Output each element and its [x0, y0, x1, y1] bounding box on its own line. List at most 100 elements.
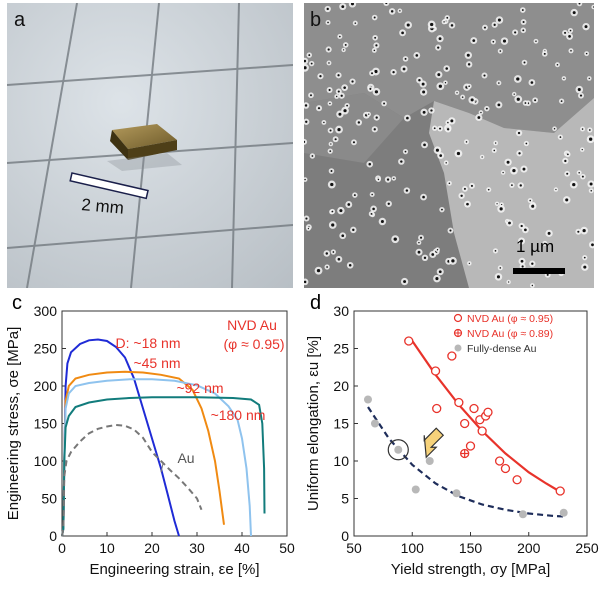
curve--92-nm — [61, 378, 252, 537]
void-core — [556, 64, 559, 66]
void-core — [579, 94, 583, 97]
x-tick-label: 100 — [401, 540, 425, 556]
void-core — [592, 6, 594, 8]
void-core — [304, 59, 307, 63]
void-core — [353, 194, 356, 197]
void-core — [417, 250, 421, 254]
void-core — [393, 237, 397, 241]
void-core — [563, 77, 565, 79]
void-core — [402, 67, 406, 71]
void-core — [369, 87, 372, 90]
void-core — [572, 182, 576, 187]
void-core — [494, 249, 497, 252]
void-core — [308, 54, 311, 56]
void-core — [512, 169, 516, 173]
void-core — [448, 182, 451, 185]
y-tick-label: 250 — [34, 341, 58, 357]
y-tick-label: 300 — [34, 303, 58, 319]
void-core — [534, 99, 537, 102]
void-core — [521, 9, 524, 12]
void-core — [422, 90, 426, 94]
legend-marker — [454, 344, 462, 352]
void-halo — [576, 3, 583, 7]
void-core — [591, 243, 594, 247]
point-fully-dense — [559, 508, 568, 517]
void-core — [480, 111, 482, 114]
void-core — [344, 43, 347, 46]
series-label: D: ~18 nm — [116, 335, 181, 351]
void-core — [375, 44, 378, 47]
void-core — [374, 36, 377, 39]
gold-sample-chip — [107, 124, 182, 171]
void-core — [368, 162, 371, 166]
void-core — [572, 11, 576, 15]
void-core — [544, 242, 546, 245]
void-core — [421, 82, 425, 86]
void-core — [406, 23, 410, 27]
void-core — [386, 178, 390, 181]
void-core — [325, 252, 329, 255]
y-tick-label: 150 — [34, 416, 58, 432]
point-nvd — [500, 463, 511, 474]
void-core — [403, 280, 407, 284]
void-core — [373, 49, 376, 52]
void-core — [496, 203, 498, 205]
void-core — [546, 273, 549, 276]
void-core — [392, 71, 395, 74]
void-core — [400, 160, 403, 163]
void-core — [305, 120, 308, 123]
void-core — [468, 85, 470, 87]
void-core — [524, 102, 527, 104]
y-tick-label: 25 — [333, 341, 349, 357]
y-axis-title: Engineering stress, σe [MPa] — [5, 327, 22, 521]
void-core — [326, 7, 329, 11]
void-core — [368, 113, 370, 115]
point-fully-dense — [411, 485, 420, 494]
void-core — [339, 35, 341, 38]
point-nvd — [430, 366, 441, 376]
legend-marker — [453, 313, 463, 323]
series-label: ~45 nm — [133, 355, 180, 371]
void-core — [330, 182, 334, 187]
void-core — [502, 39, 507, 43]
void-core — [470, 184, 474, 187]
void-core — [437, 73, 441, 77]
series-label: ~92 nm — [176, 380, 223, 396]
void-core — [524, 228, 527, 232]
legend-subtitle: (φ ≈ 0.95) — [223, 336, 284, 352]
y-tick-label: 15 — [333, 416, 349, 432]
void-core — [555, 188, 557, 191]
void-core — [430, 22, 434, 27]
au-leader-line — [160, 462, 164, 473]
void-core — [323, 121, 325, 124]
void-core — [456, 92, 458, 94]
void-core — [451, 259, 455, 263]
void-core — [311, 155, 314, 157]
void-core — [404, 150, 407, 153]
point-nvd — [483, 407, 493, 417]
void-core — [483, 26, 486, 29]
void-core — [522, 20, 525, 24]
void-core — [337, 74, 340, 77]
void-core — [371, 193, 373, 196]
void-core — [350, 3, 354, 6]
void-core — [338, 112, 342, 116]
legend-entry: NVD Au (φ ≈ 0.89) — [467, 328, 553, 340]
legend-entry: NVD Au (φ ≈ 0.95) — [467, 313, 553, 325]
void-core — [522, 29, 525, 32]
y-tick-label: 10 — [333, 453, 349, 469]
scale-bar-2mm — [69, 172, 149, 200]
void-core — [310, 62, 313, 65]
void-core — [347, 203, 351, 206]
void-core — [446, 128, 450, 131]
void-core — [307, 227, 310, 230]
legend-entry: Fully-dense Au — [467, 343, 537, 355]
void-core — [477, 116, 481, 119]
void-core — [331, 210, 334, 213]
void-core — [499, 207, 503, 211]
void-core — [328, 62, 330, 64]
void-core — [436, 249, 439, 251]
point-nvd — [494, 456, 505, 466]
y-axis-title: Uniform elongation, εu [%] — [305, 336, 322, 511]
void-core — [513, 93, 515, 95]
